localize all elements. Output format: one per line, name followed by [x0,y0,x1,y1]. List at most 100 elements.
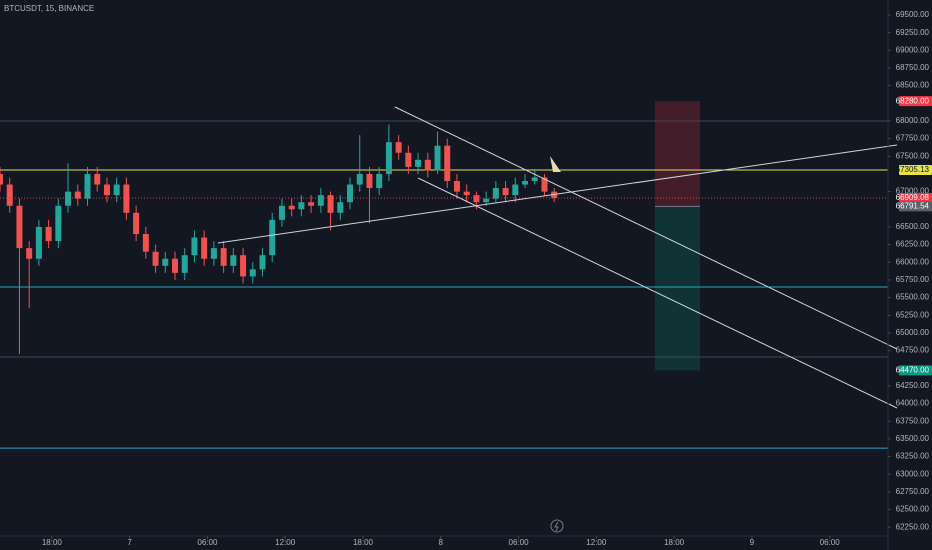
price-label: 66791.54 [896,201,930,210]
y-tick-label: 62250.00 [896,522,930,531]
target-zone [655,206,700,371]
y-tick-label: 66000.00 [896,257,930,266]
y-tick-label: 68500.00 [896,81,930,90]
arrow-marker [550,156,561,172]
candle-body [133,212,140,235]
drawings [217,106,898,409]
candle-body [317,195,324,206]
x-tick-label: 06:00 [197,538,218,547]
candle-body [366,173,373,189]
price-label-box [899,365,932,376]
candle-body [269,219,276,256]
candle-body [113,184,120,196]
y-tick-label: 62750.00 [896,487,930,496]
candle-body [103,184,110,196]
candle-body [424,159,431,171]
candle-body [45,226,52,242]
candle-body [220,248,227,266]
candle-body [522,181,529,185]
y-tick-label: 64250.00 [896,381,930,390]
y-tick-label: 62500.00 [896,505,930,514]
y-tick-label: 66250.00 [896,240,930,249]
y-tick-label: 63500.00 [896,434,930,443]
price-label: 67305.13 [896,165,930,174]
candle-body [94,173,101,185]
candle-body [492,188,499,199]
x-tick-label: 12:00 [275,538,296,547]
candle-body [16,205,23,249]
y-tick-label: 66500.00 [896,222,930,231]
y-tick-label: 65500.00 [896,293,930,302]
candle-body [172,258,179,273]
candle-body [308,202,315,206]
candle-body [512,184,519,196]
candle-body [35,226,42,259]
price-label-box [899,96,932,107]
y-tick-label: 68000.00 [896,116,930,125]
y-tick-label: 69500.00 [896,10,930,19]
y-tick-label: 69250.00 [896,28,930,37]
candle-body [278,205,285,220]
candle-body [356,173,363,185]
y-tick-label: 65000.00 [896,328,930,337]
y-tick-label: 65750.00 [896,275,930,284]
candle-body [483,198,490,203]
y-tick-label: 64750.00 [896,346,930,355]
drawings-under [0,101,888,449]
y-tick-label: 69000.00 [896,45,930,54]
price-label: 64470.00 [896,365,930,374]
price-label: 66909.08 [896,193,930,202]
candle-body [74,191,81,199]
candle-body [502,188,509,196]
candle-body [0,173,3,185]
candle-body [162,258,169,266]
candle-body [84,173,91,199]
candle-body [347,184,354,203]
x-tick-label: 06:00 [509,538,530,547]
candle-body [201,237,208,259]
x-tick-label: 8 [439,538,444,547]
candle-body [123,184,130,213]
symbol-title: BTCUSDT, 15, BINANCE [4,4,94,13]
candle-body [395,142,402,153]
price-label-box [899,201,932,212]
y-tick-label: 67750.00 [896,134,930,143]
price-label: 68280.00 [896,96,930,105]
candle-body [142,234,149,252]
candle-body [453,181,460,192]
x-tick-label: 18:00 [664,538,685,547]
candle-body [65,191,72,206]
candle-body [327,195,334,213]
y-tick-label: 64000.00 [896,399,930,408]
candle-body [541,177,548,192]
candle-body [298,202,305,210]
candle-body [55,205,62,242]
y-tick-label: 68750.00 [896,63,930,72]
replay-icon[interactable] [550,519,564,533]
candle-body [230,255,237,266]
y-tick-label: 65250.00 [896,310,930,319]
x-tick-label: 18:00 [42,538,63,547]
candle-body [376,173,383,189]
candles [0,124,558,355]
candle-body [259,255,266,270]
candle-body [531,177,538,182]
axes: 69500.00 69250.00 69000.00 68750.00 68500.00… [42,10,932,547]
trend-line [417,177,898,409]
x-tick-label: 12:00 [586,538,607,547]
trend-line [217,144,898,244]
trend-line [394,106,898,350]
replay-icon-bolt [554,521,559,532]
y-tick-label: 67000.00 [896,187,930,196]
candle-body [249,269,256,277]
x-tick-label: 06:00 [820,538,841,547]
candle-body [152,251,159,266]
y-tick-label: 67500.00 [896,151,930,160]
price-label-box [899,165,932,176]
candle-body [191,237,198,256]
candle-body [6,184,13,206]
candle-body [385,142,392,174]
candle-body [415,159,422,167]
